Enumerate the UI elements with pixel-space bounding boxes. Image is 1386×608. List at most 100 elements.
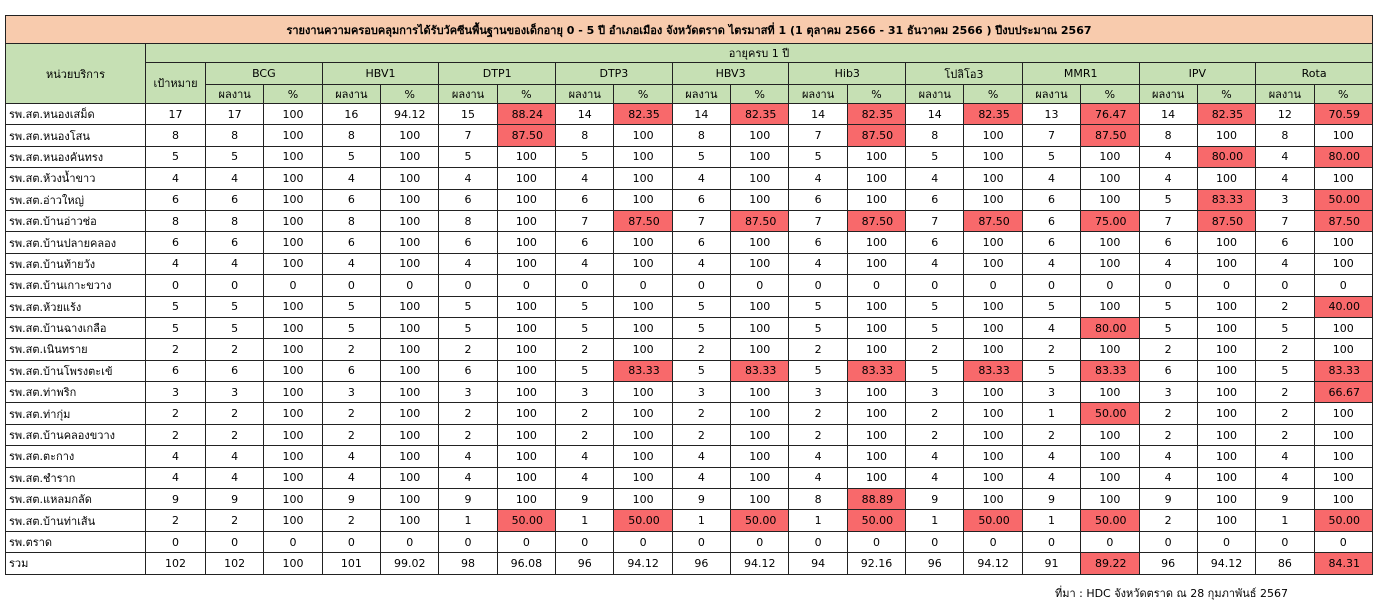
target-cell: 4: [145, 252, 206, 276]
unit-name: รพ.สต.บ้านอ่าวช่อ: [5, 209, 146, 233]
percent-cell: 82.35: [1196, 102, 1257, 126]
percent-cell: 94.12: [730, 552, 790, 575]
percent-cell: 100: [1313, 466, 1374, 490]
percent-cell: 100: [496, 338, 557, 361]
percent-cell: 100: [846, 466, 907, 490]
result-cell: 0: [1255, 274, 1315, 297]
percent-header: %: [1313, 84, 1374, 104]
result-cell: 4: [1021, 466, 1082, 490]
result-cell: 4: [321, 252, 382, 276]
percent-cell: 100: [963, 402, 1023, 425]
percent-cell: 100: [846, 188, 907, 211]
result-cell: 4: [905, 167, 965, 190]
percent-cell: 100: [730, 445, 790, 468]
percent-cell: 100: [1196, 423, 1257, 447]
percent-cell: 87.50: [846, 124, 907, 147]
percent-cell: 100: [730, 145, 790, 169]
result-cell: 6: [438, 188, 498, 211]
percent-cell: 100: [613, 402, 673, 425]
result-cell: 7: [438, 124, 498, 147]
percent-cell: 0: [613, 530, 673, 554]
result-cell: 4: [788, 167, 848, 190]
result-cell: 9: [1255, 488, 1315, 511]
percent-cell: 0: [263, 530, 323, 554]
data-row: รพ.สต.ห้วยแร้ง 5 5 100 5 100 5 100 5 100 5 100 5 100 5…: [5, 295, 1374, 318]
result-cell: 9: [204, 488, 265, 511]
result-cell: 4: [1255, 252, 1315, 276]
result-cell: 5: [1021, 145, 1082, 169]
data-row: รพ.สต.บ้านเกาะขวาง 0 0 0 0 0 0 0 0 0 0 0 0 0 0 0 0 0 0 0 0 0: [5, 274, 1374, 297]
percent-cell: 50.00: [846, 509, 907, 532]
percent-cell: 100: [1080, 188, 1140, 211]
unit-name: รพ.ตราด: [5, 530, 146, 554]
result-cell: 7: [1138, 209, 1198, 233]
result-cell: 13: [1021, 102, 1082, 126]
percent-cell: 100: [613, 445, 673, 468]
percent-cell: 50.00: [613, 509, 673, 532]
percent-cell: 100: [1313, 252, 1374, 276]
percent-cell: 100: [263, 145, 323, 169]
result-cell: 7: [788, 124, 848, 147]
result-cell: 5: [1138, 188, 1198, 211]
result-cell: 5: [555, 359, 615, 383]
result-cell: 96: [1138, 552, 1198, 575]
result-cell: 2: [555, 423, 615, 447]
percent-cell: 100: [963, 295, 1023, 318]
result-cell: 101: [321, 552, 382, 575]
result-cell: 5: [1021, 295, 1082, 318]
result-header: ผลงาน: [671, 84, 732, 104]
percent-cell: 87.50: [1313, 209, 1374, 233]
result-cell: 5: [555, 295, 615, 318]
percent-cell: 100: [730, 252, 790, 276]
percent-cell: 0: [263, 274, 323, 297]
result-cell: 6: [788, 188, 848, 211]
result-cell: 5: [204, 145, 265, 169]
result-cell: 5: [204, 316, 265, 340]
percent-cell: 84.31: [1313, 552, 1374, 575]
result-cell: 5: [321, 295, 382, 318]
result-cell: 96: [671, 552, 732, 575]
report: รายงานความครอบคลุมการได้รับวัคซีนพื้นฐาน…: [5, 15, 1374, 575]
result-cell: 4: [1255, 145, 1315, 169]
result-cell: 14: [788, 102, 848, 126]
percent-cell: 100: [496, 488, 557, 511]
result-cell: 5: [905, 316, 965, 340]
result-cell: 2: [1138, 509, 1198, 532]
percent-cell: 100: [1080, 295, 1140, 318]
percent-cell: 100: [263, 295, 323, 318]
result-cell: 2: [438, 423, 498, 447]
result-cell: 4: [438, 252, 498, 276]
target-cell: 102: [145, 552, 206, 575]
result-cell: 3: [438, 381, 498, 404]
result-cell: 8: [1138, 124, 1198, 147]
percent-cell: 0: [1080, 530, 1140, 554]
result-cell: 14: [1138, 102, 1198, 126]
result-cell: 2: [905, 402, 965, 425]
data-row: รพ.สต.เนินทราย 2 2 100 2 100 2 100 2 100 2 100 2 100 2…: [5, 338, 1374, 361]
vaccine-header: HBV1: [321, 62, 440, 85]
result-cell: 4: [1138, 466, 1198, 490]
result-cell: 1: [438, 509, 498, 532]
percent-cell: 100: [846, 381, 907, 404]
percent-cell: 100: [1196, 338, 1257, 361]
result-cell: 2: [788, 338, 848, 361]
result-header: ผลงาน: [438, 84, 498, 104]
percent-cell: 100: [963, 167, 1023, 190]
percent-cell: 100: [380, 124, 440, 147]
result-cell: 5: [1138, 316, 1198, 340]
percent-cell: 100: [496, 402, 557, 425]
percent-cell: 100: [380, 209, 440, 233]
percent-header: %: [613, 84, 673, 104]
percent-cell: 87.50: [1080, 124, 1140, 147]
percent-header: %: [963, 84, 1023, 104]
percent-cell: 100: [1196, 231, 1257, 254]
result-cell: 7: [788, 209, 848, 233]
result-cell: 94: [788, 552, 848, 575]
percent-cell: 100: [263, 466, 323, 490]
percent-cell: 100: [263, 167, 323, 190]
percent-cell: 0: [613, 274, 673, 297]
percent-cell: 100: [263, 509, 323, 532]
percent-cell: 100: [380, 445, 440, 468]
percent-cell: 100: [380, 167, 440, 190]
percent-cell: 0: [730, 530, 790, 554]
